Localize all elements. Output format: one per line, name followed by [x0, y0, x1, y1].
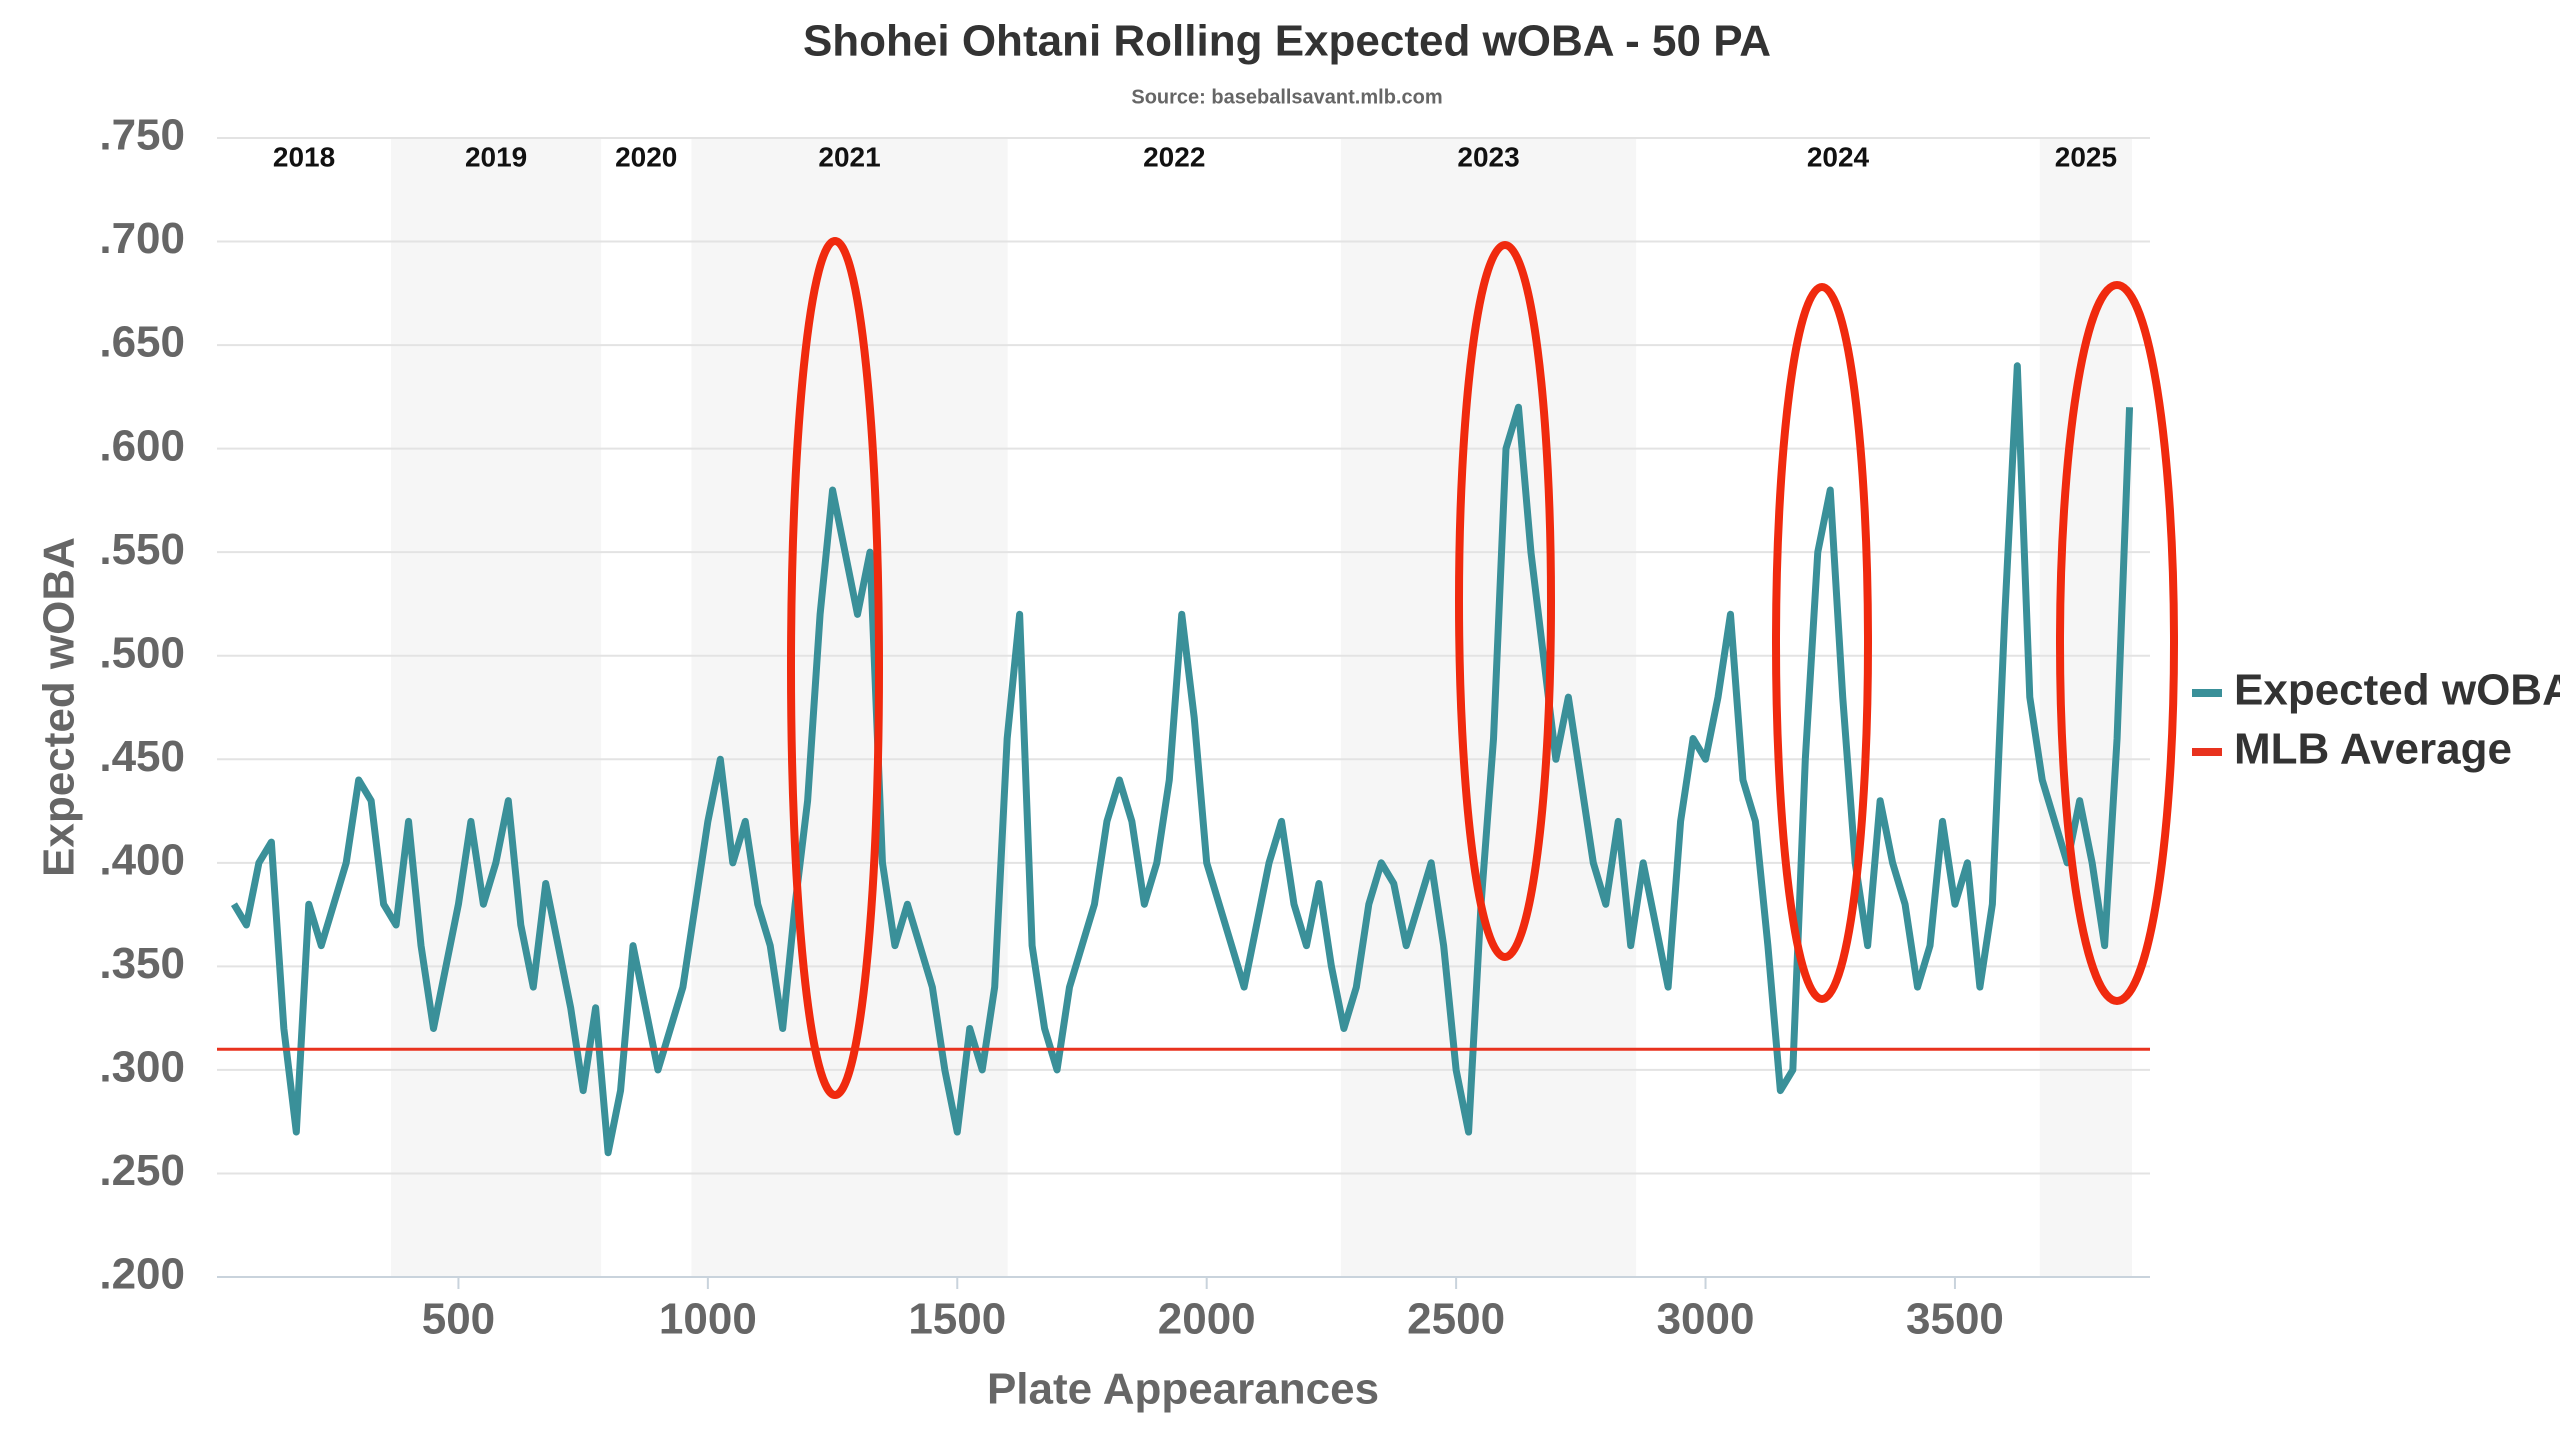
y-tick-label: .250	[99, 1146, 185, 1195]
season-label: 2022	[1143, 141, 1205, 172]
highlight-ellipse	[1772, 283, 1872, 1003]
x-tick-label: 3500	[1906, 1295, 2004, 1344]
y-tick-label: .300	[99, 1043, 185, 1092]
season-label: 2018	[273, 141, 335, 172]
chart-subtitle: Source: baseballsavant.mlb.com	[1131, 86, 1442, 108]
annotations	[787, 237, 2178, 1099]
y-tick-label: .550	[99, 525, 185, 574]
season-band	[1340, 138, 1637, 1277]
x-tick-label: 500	[422, 1295, 495, 1344]
x-tick-label: 2500	[1407, 1295, 1505, 1344]
season-label: 2020	[615, 141, 677, 172]
season-label: 2023	[1457, 141, 1519, 172]
y-tick-label: .600	[99, 421, 185, 470]
legend-label: MLB Average	[2234, 725, 2512, 774]
highlight-ellipse	[2056, 281, 2178, 1005]
season-bands: 2018 2019 2020 2021 2022 2023 2024 2025	[273, 138, 2133, 1277]
y-tick-label: .200	[99, 1250, 185, 1299]
season-band	[391, 138, 602, 1277]
x-axis-title: Plate Appearances	[987, 1365, 1379, 1414]
y-axis-title: Expected wOBA	[35, 537, 84, 877]
grid: .200 .250 .300 .350 .400 .450 .500 .550 .600 .650…	[99, 111, 2150, 1344]
x-tick-label: 1500	[908, 1295, 1006, 1344]
y-tick-label: .450	[99, 732, 185, 781]
y-tick-label: .500	[99, 628, 185, 677]
y-tick-label: .400	[99, 835, 185, 884]
season-label: 2021	[818, 141, 880, 172]
season-label: 2025	[2055, 141, 2117, 172]
highlight-ellipse	[1455, 241, 1555, 961]
legend-label: Expected wOBA	[2234, 666, 2560, 715]
season-label: 2024	[1807, 141, 1870, 172]
y-tick-label: .350	[99, 939, 185, 988]
x-tick-label: 1000	[659, 1295, 757, 1344]
legend: Expected wOBA MLB Average	[2192, 666, 2560, 774]
chart-title: Shohei Ohtani Rolling Expected wOBA - 50…	[803, 17, 1771, 66]
highlight-ellipse	[787, 237, 883, 1099]
x-tick-label: 2000	[1158, 1295, 1256, 1344]
y-tick-label: .700	[99, 214, 185, 263]
plot	[217, 362, 2150, 1157]
season-label: 2019	[465, 141, 527, 172]
y-tick-label: .650	[99, 318, 185, 367]
data-line	[230, 362, 2134, 1157]
y-tick-label: .750	[99, 111, 185, 160]
season-band	[691, 138, 1008, 1277]
x-tick-label: 3000	[1657, 1295, 1755, 1344]
